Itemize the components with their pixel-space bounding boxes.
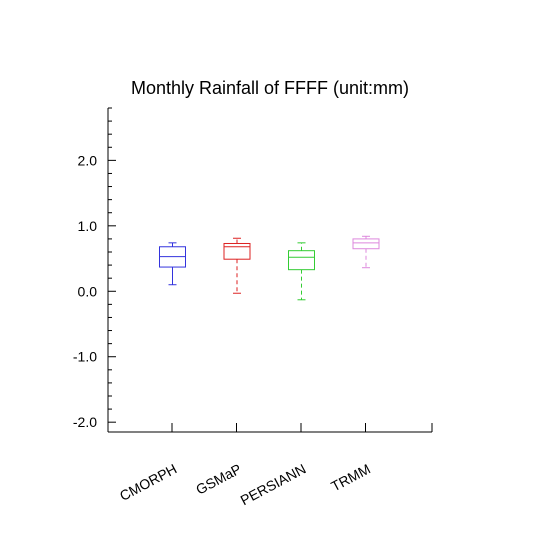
- y-tick-label: 1.0: [78, 218, 98, 234]
- y-tick-label: 2.0: [78, 152, 98, 168]
- chart-title: Monthly Rainfall of FFFF (unit:mm): [131, 78, 409, 98]
- iqr-box: [223, 242, 251, 260]
- x-tick-label: PERSIANN: [238, 461, 309, 509]
- x-tick-label: CMORPH: [117, 461, 179, 504]
- iqr-box: [288, 250, 315, 271]
- y-tick-label: -2.0: [73, 414, 97, 430]
- x-tick-label: GSMaP: [193, 461, 244, 498]
- y-tick-label: 0.0: [78, 283, 98, 299]
- y-tick-label: -1.0: [73, 349, 97, 365]
- box-trmm: [352, 235, 380, 269]
- box-gsmap: [223, 237, 251, 294]
- x-tick-label: TRMM: [328, 461, 373, 495]
- boxes: [159, 235, 380, 301]
- iqr-box: [352, 238, 380, 250]
- box-persiann: [288, 242, 315, 301]
- box-cmorph: [159, 242, 186, 286]
